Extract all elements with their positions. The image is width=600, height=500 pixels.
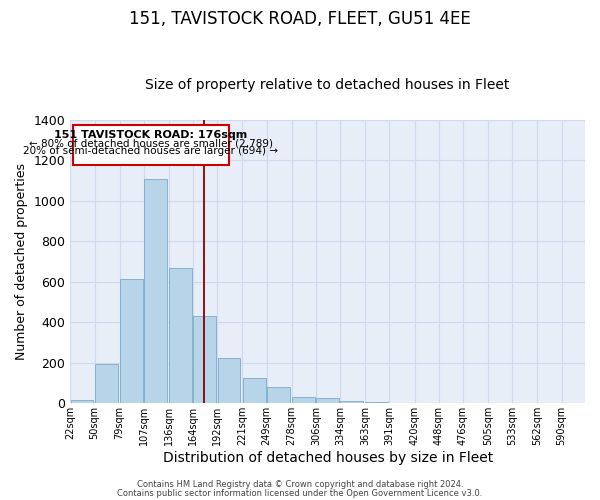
Text: Contains public sector information licensed under the Open Government Licence v3: Contains public sector information licen… [118,488,482,498]
Bar [316,398,339,404]
Bar [267,387,290,404]
Bar [169,268,192,404]
Title: Size of property relative to detached houses in Fleet: Size of property relative to detached ho… [145,78,510,92]
Bar [193,316,216,404]
Bar [292,397,315,404]
Bar [340,402,364,404]
Text: 151, TAVISTOCK ROAD, FLEET, GU51 4EE: 151, TAVISTOCK ROAD, FLEET, GU51 4EE [129,10,471,28]
Text: 20% of semi-detached houses are larger (694) →: 20% of semi-detached houses are larger (… [23,146,278,156]
Bar [71,400,94,404]
X-axis label: Distribution of detached houses by size in Fleet: Distribution of detached houses by size … [163,451,493,465]
Text: ← 80% of detached houses are smaller (2,789): ← 80% of detached houses are smaller (2,… [29,138,273,148]
Bar [120,278,143,404]
Text: 151 TAVISTOCK ROAD: 176sqm: 151 TAVISTOCK ROAD: 176sqm [54,130,247,140]
Text: Contains HM Land Registry data © Crown copyright and database right 2024.: Contains HM Land Registry data © Crown c… [137,480,463,489]
Bar [144,180,167,404]
Bar [95,364,118,404]
Bar [73,124,229,165]
Y-axis label: Number of detached properties: Number of detached properties [15,163,28,360]
Bar [365,402,388,404]
Bar [242,378,266,404]
Bar [218,358,241,404]
